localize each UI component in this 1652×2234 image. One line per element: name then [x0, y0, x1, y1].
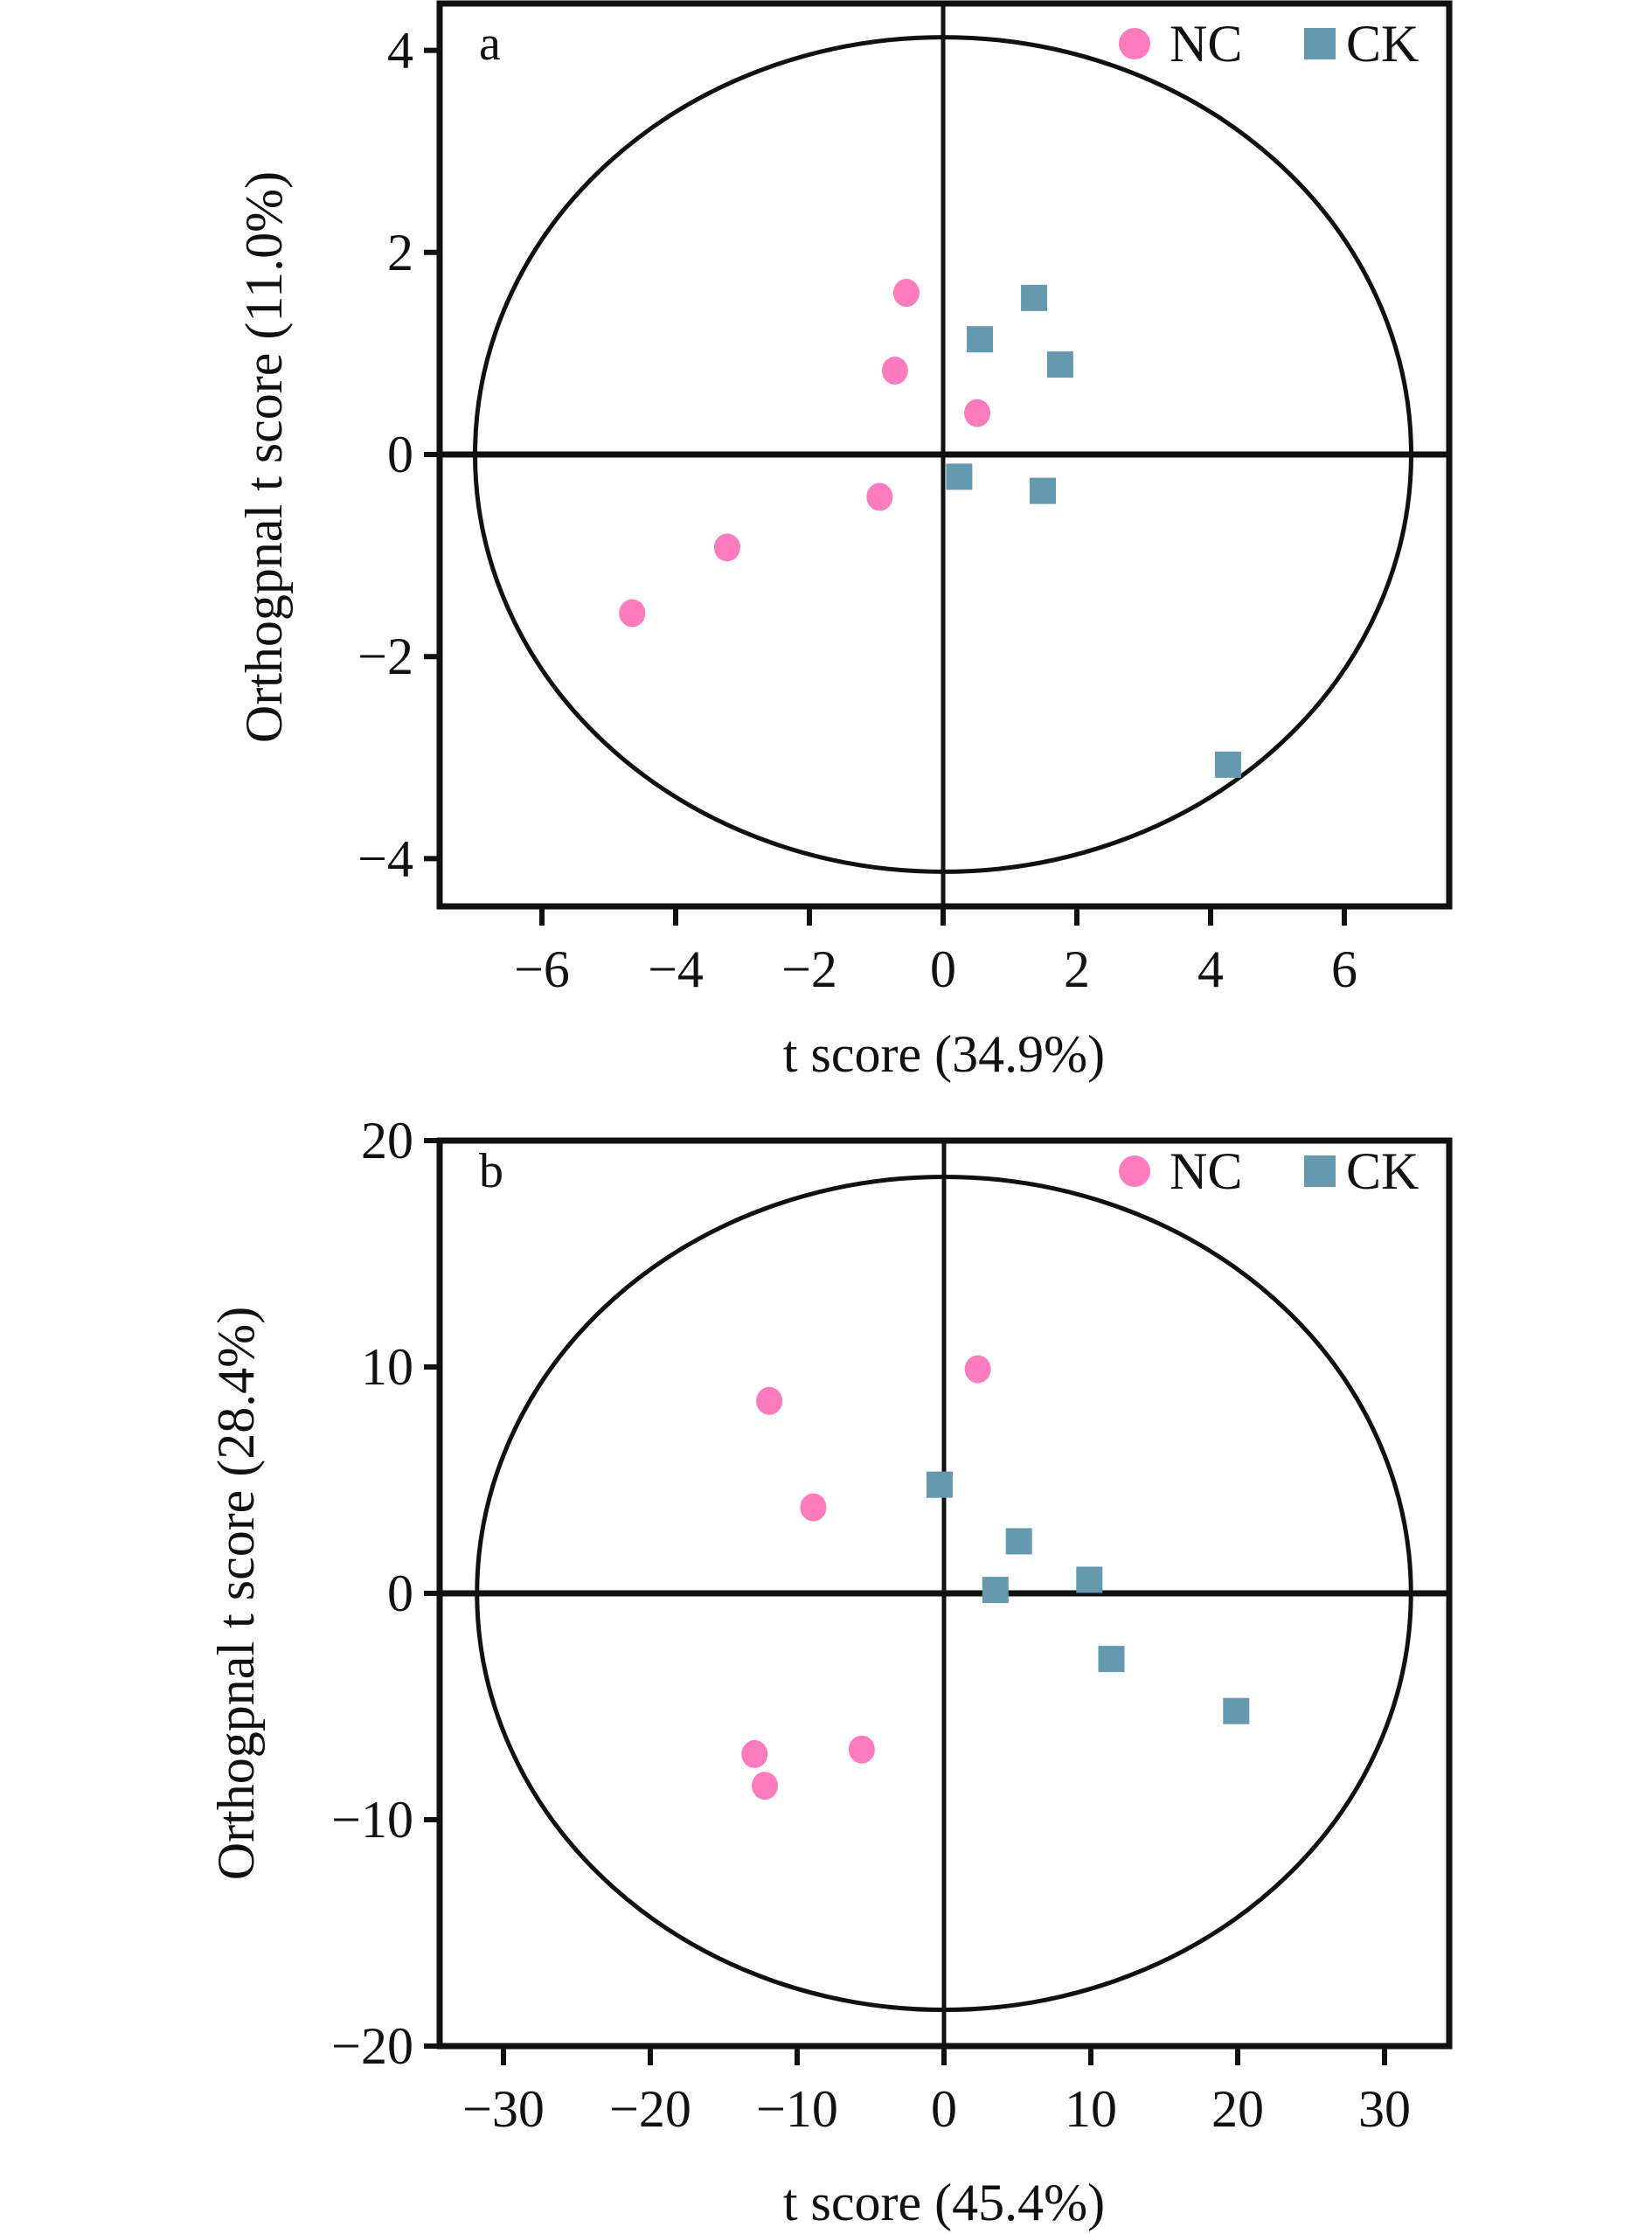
legend-nc-label: NC	[1170, 1142, 1242, 1200]
plot-area: −4 −2 0 2 4 −6 −4 −2 0 2 4 6	[357, 0, 1453, 998]
legend-ck-marker	[1304, 1155, 1336, 1187]
y-tick-label: −4	[357, 829, 413, 887]
legend-nc-marker	[1119, 28, 1150, 59]
x-axis-title-a: t score (34.9%)	[783, 1025, 1105, 1083]
x-tick-label: −2	[781, 940, 837, 998]
x-tick-label: 4	[1197, 940, 1224, 998]
data-point-nc	[881, 357, 908, 385]
x-tick-label: 0	[931, 2080, 957, 2138]
x-tick-label: 0	[930, 940, 956, 998]
y-tick-label: 2	[387, 224, 413, 281]
y-tick-label: 0	[387, 1564, 413, 1622]
x-tick-label: 2	[1064, 940, 1090, 998]
data-point-nc	[892, 279, 920, 308]
y-tick-label: 0	[387, 426, 413, 483]
data-point-ck	[1214, 751, 1241, 778]
x-tick-label: −30	[462, 2080, 545, 2138]
data-point-ck	[1021, 284, 1048, 311]
data-point-ck	[967, 326, 994, 353]
panel-label-b: b	[479, 1144, 503, 1198]
data-point-nc	[964, 1355, 991, 1384]
legend-nc-label: NC	[1170, 15, 1242, 73]
data-point-ck	[946, 463, 973, 490]
data-point-ck	[1005, 1528, 1032, 1555]
data-point-ck	[982, 1577, 1009, 1604]
x-tick-label: 30	[1358, 2080, 1411, 2138]
data-point-nc	[713, 533, 740, 562]
legend-a: NC CK	[1119, 15, 1419, 73]
data-point-ck	[1029, 477, 1056, 504]
y-tick-label: −10	[331, 1791, 413, 1849]
x-tick-label: −4	[648, 940, 704, 998]
data-point-ck	[1098, 1646, 1125, 1673]
panel-b: −20 −10 0 10 20 −30 −20 −10 0 10 20 30 b NC CK t sc…	[207, 1112, 1453, 2231]
data-point-nc	[741, 1739, 768, 1768]
x-tick-label: −6	[514, 940, 570, 998]
x-tick-label: 20	[1211, 2080, 1264, 2138]
data-point-ck	[1223, 1697, 1250, 1724]
data-point-nc	[866, 482, 893, 511]
y-tick-label: 20	[361, 1112, 413, 1169]
legend-ck-marker	[1304, 28, 1336, 59]
data-point-ck	[1076, 1566, 1103, 1593]
legend-b: NC CK	[1119, 1142, 1419, 1200]
data-point-nc	[752, 1772, 779, 1800]
data-point-nc	[800, 1493, 827, 1522]
plot-area: −20 −10 0 10 20 −30 −20 −10 0 10 20 30	[331, 1112, 1453, 2138]
x-axis-title-b: t score (45.4%)	[783, 2174, 1105, 2231]
y-tick-label: 10	[361, 1338, 413, 1396]
y-axis-title-a: Orthogpnal t score (11.0%)	[235, 171, 293, 743]
data-point-nc	[756, 1386, 783, 1415]
data-point-nc	[848, 1735, 875, 1764]
panel-label-a: a	[479, 17, 501, 71]
legend-ck-label: CK	[1346, 1142, 1419, 1200]
legend-ck-label: CK	[1346, 15, 1419, 73]
plot-frame	[436, 1137, 1453, 2050]
plot-frame	[436, 0, 1453, 910]
data-point-nc	[964, 399, 991, 427]
y-axis-title-b: Orthogpnal t score (28.4%)	[207, 1307, 265, 1880]
panel-a: −4 −2 0 2 4 −6 −4 −2 0 2 4 6 a NC CK t score (34.9%…	[235, 0, 1453, 1083]
x-tick-label: −10	[756, 2080, 838, 2138]
x-tick-label: 6	[1331, 940, 1357, 998]
x-tick-label: 10	[1065, 2080, 1117, 2138]
y-tick-label: −20	[331, 2017, 413, 2075]
data-point-ck	[1046, 351, 1073, 378]
x-tick-label: −20	[609, 2080, 691, 2138]
data-point-nc	[619, 599, 646, 628]
y-tick-label: −2	[357, 628, 413, 685]
data-point-ck	[926, 1471, 953, 1498]
legend-nc-marker	[1119, 1155, 1150, 1187]
y-tick-label: 4	[387, 22, 413, 80]
